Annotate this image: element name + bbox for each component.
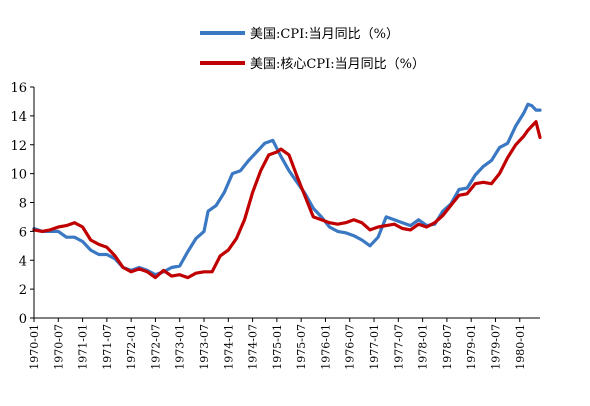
x-tick-label: 1977-07 — [392, 324, 405, 370]
y-tick-label: 6 — [19, 225, 27, 240]
x-tick-label: 1976-07 — [344, 324, 357, 370]
core-cpi-series-line — [32, 120, 542, 280]
x-tick-label: 1980-01 — [514, 324, 527, 370]
plot-area — [32, 102, 542, 280]
y-tick-label: 16 — [10, 81, 27, 96]
y-axis: 0 2 4 6 8 10 12 14 16 — [10, 81, 35, 327]
legend-label-cpi: 美国:CPI:当月同比（%） — [250, 27, 399, 42]
y-tick-label: 12 — [10, 139, 27, 154]
x-tick-label: 1976-01 — [319, 324, 332, 370]
legend: 美国:CPI:当月同比（%） 美国:核心CPI:当月同比（%） — [200, 27, 425, 72]
x-tick-label: 1972-01 — [125, 324, 138, 370]
y-tick-label: 2 — [19, 283, 27, 298]
x-tick-label: 1971-01 — [77, 324, 90, 370]
x-tick-label: 1975-01 — [271, 324, 284, 370]
x-tick-label: 1972-07 — [149, 324, 162, 370]
x-tick-label: 1971-07 — [101, 324, 114, 370]
x-tick-label: 1979-07 — [489, 324, 502, 370]
x-tick-label: 1970-01 — [28, 324, 41, 370]
legend-label-core-cpi: 美国:核心CPI:当月同比（%） — [250, 57, 425, 72]
x-tick-label: 1978-07 — [441, 324, 454, 370]
x-tick-label: 1977-01 — [368, 324, 381, 370]
x-tick-label: 1973-07 — [198, 324, 211, 370]
y-tick-label: 4 — [19, 254, 27, 269]
x-tick-label: 1975-07 — [295, 324, 308, 370]
x-tick-label: 1974-07 — [247, 324, 260, 370]
x-tick-label: 1970-07 — [52, 324, 65, 370]
y-tick-label: 0 — [19, 312, 27, 327]
x-tick-label: 1973-01 — [174, 324, 187, 370]
x-tick-label: 1978-01 — [417, 324, 430, 370]
x-tick-label: 1974-01 — [222, 324, 235, 370]
y-tick-label: 14 — [10, 110, 27, 125]
y-tick-label: 8 — [19, 197, 27, 212]
x-axis: 1970-01 1970-07 1971-01 1971-07 1972-01 1972-… — [28, 317, 540, 370]
x-tick-label: 1979-01 — [465, 324, 478, 370]
y-tick-label: 10 — [10, 168, 27, 183]
